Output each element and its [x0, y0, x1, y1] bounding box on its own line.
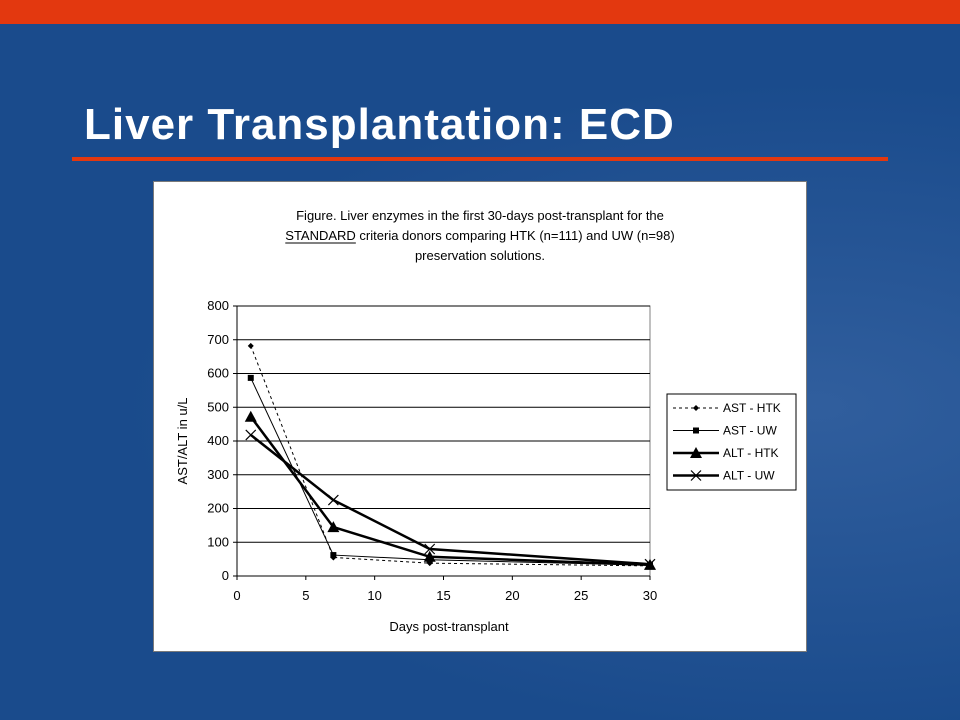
legend-item: AST - HTK — [673, 401, 781, 415]
top-accent-bar — [0, 0, 960, 24]
data-point-x — [245, 429, 257, 441]
data-point-square — [247, 374, 254, 381]
legend-item: AST - UW — [673, 424, 777, 438]
data-point-triangle — [327, 521, 340, 533]
data-point-x — [327, 494, 339, 506]
series-line — [249, 433, 651, 566]
x-tick-label: 15 — [436, 588, 450, 603]
legend-marker-diamond — [693, 405, 699, 411]
y-tick-label: 400 — [207, 433, 229, 448]
y-tick-label: 200 — [207, 501, 229, 516]
x-axis-title: Days post-transplant — [389, 619, 509, 634]
x-tick-label: 30 — [643, 588, 657, 603]
series-alt-uw — [245, 429, 656, 570]
y-tick-label: 600 — [207, 366, 229, 381]
legend-label: AST - HTK — [723, 401, 781, 415]
legend-label: ALT - UW — [723, 469, 775, 483]
y-tick-label: 700 — [207, 332, 229, 347]
legend-item: ALT - UW — [673, 469, 775, 483]
y-tick-label: 500 — [207, 399, 229, 414]
data-point-diamond — [247, 342, 254, 349]
chart-panel: Figure. Liver enzymes in the first 30-da… — [153, 181, 807, 652]
x-tick-label: 20 — [505, 588, 519, 603]
data-point-x — [644, 558, 656, 570]
series-group — [244, 342, 656, 570]
data-point-x — [424, 543, 436, 555]
chart-title-line-1: Figure. Liver enzymes in the first 30-da… — [296, 208, 664, 223]
x-tick-label: 0 — [233, 588, 240, 603]
data-point-triangle — [423, 550, 436, 562]
y-tick-label: 0 — [222, 568, 229, 583]
series-line — [249, 415, 651, 567]
slide-title: Liver Transplantation: ECD — [84, 100, 675, 149]
y-tick-label: 100 — [207, 534, 229, 549]
legend-marker-triangle — [690, 447, 702, 458]
y-tick-label: 300 — [207, 467, 229, 482]
y-axis-title: AST/ALT in u/L — [175, 398, 190, 485]
x-tick-label: 5 — [302, 588, 309, 603]
legend-box — [666, 393, 797, 491]
legend-marker-square — [693, 427, 699, 434]
axes: 0 100 200 300 400 500 600 700 800 0 5 10 15 20 25 30 — [207, 298, 657, 603]
gridlines — [237, 305, 650, 543]
x-tick-label: 10 — [367, 588, 381, 603]
title-underline-rule — [72, 157, 888, 161]
legend-marker-x — [690, 470, 702, 481]
legend-label: AST - UW — [723, 424, 777, 438]
legend: AST - HTK AST - UW ALT - HTK ALT - UW — [666, 393, 797, 491]
chart-title-line-2: STANDARD criteria donors comparing HTK (… — [285, 228, 674, 243]
legend-item: ALT - HTK — [673, 446, 779, 460]
legend-label: ALT - HTK — [723, 446, 779, 460]
x-tick-label: 25 — [574, 588, 588, 603]
y-tick-label: 800 — [207, 298, 229, 313]
chart-title-line-3: preservation solutions. — [415, 248, 545, 263]
data-point-triangle — [244, 410, 257, 422]
line-chart: Figure. Liver enzymes in the first 30-da… — [175, 208, 797, 634]
data-point-square — [330, 552, 337, 559]
series-line — [250, 345, 651, 567]
